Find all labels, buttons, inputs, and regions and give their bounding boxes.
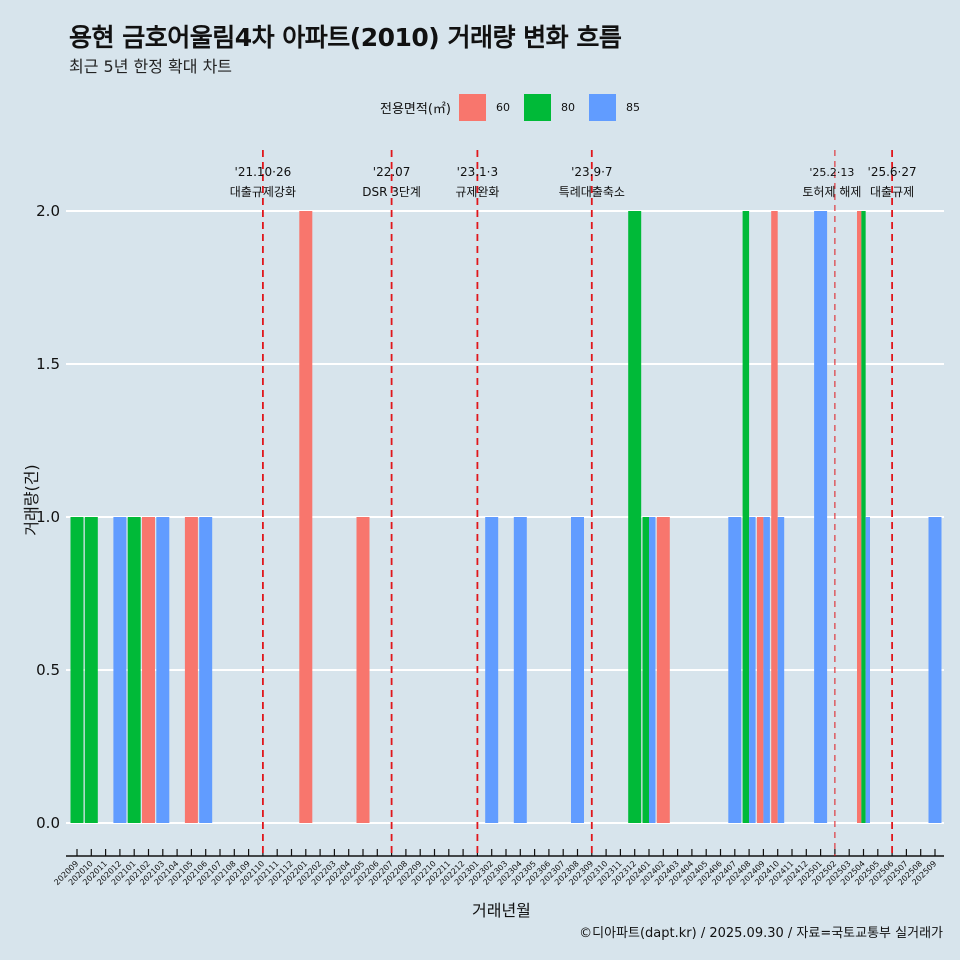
bar-202304-85 <box>513 517 527 823</box>
bar-202312-80 <box>628 211 642 823</box>
event-label: 대출규제 <box>870 185 914 199</box>
legend: 전용면적(㎡) 60 80 85 <box>380 93 654 121</box>
bar-202504-85 <box>865 517 870 823</box>
event-date: '25.2·13 <box>809 166 854 179</box>
bar-202010-80 <box>84 517 98 823</box>
bar-202009-80 <box>70 517 84 823</box>
y-tick-label: 1.5 <box>36 355 60 373</box>
caption: ©디아파트(dapt.kr) / 2025.09.30 / 자료=국토교통부 실… <box>579 926 943 941</box>
legend-key-85 <box>588 93 616 121</box>
event-label: 특례대출축소 <box>559 185 625 199</box>
bar-202408-80 <box>742 211 750 823</box>
chart-subtitle: 최근 5년 한정 확대 차트 <box>69 57 233 76</box>
bar-202509-85 <box>928 517 942 823</box>
bar-202409-85 <box>763 517 770 823</box>
bar-202401-85 <box>649 517 656 823</box>
y-axis-title: 거래량(건) <box>22 464 41 536</box>
y-tick-label: 1.0 <box>36 508 60 526</box>
bar-202101-80 <box>127 517 141 823</box>
bar-202201-60 <box>299 211 313 823</box>
legend-label-60: 60 <box>495 100 510 114</box>
bar-202409-60 <box>756 517 764 823</box>
bar-202106-85 <box>199 517 213 823</box>
event-label: 대출규제강화 <box>230 185 296 199</box>
bar-202402-60 <box>656 517 670 823</box>
legend-key-60 <box>458 93 486 121</box>
bar-202105-60 <box>184 517 198 823</box>
bar-202308-85 <box>571 517 584 823</box>
event-date: '25.6·27 <box>868 165 917 179</box>
bar-202408-85 <box>749 517 756 823</box>
legend-label-80: 80 <box>560 100 575 114</box>
bar-202401-80 <box>642 517 649 823</box>
event-label: 토허제 해제 <box>802 185 861 199</box>
x-axis-title: 거래년월 <box>472 901 531 920</box>
bar-202205-60 <box>356 517 370 823</box>
bar-202410-85 <box>777 517 785 823</box>
event-label: 규제완화 <box>455 185 499 199</box>
bar-202012-85 <box>113 517 127 823</box>
event-date: '23.1·3 <box>457 165 498 179</box>
chart-title: 용현 금호어울림4차 아파트(2010) 거래량 변화 흐름 <box>69 23 622 52</box>
legend-key-80 <box>523 93 551 121</box>
y-tick-label: 0.5 <box>36 661 60 679</box>
event-date: '23.9·7 <box>571 165 612 179</box>
legend-title: 전용면적(㎡) <box>380 101 451 117</box>
legend-label-85: 85 <box>625 100 640 114</box>
y-tick-label: 2.0 <box>36 202 60 220</box>
event-label: DSR 3단계 <box>362 185 421 199</box>
bar-202410-60 <box>771 211 778 823</box>
bar-202501-85 <box>814 211 828 823</box>
bar-202102-60 <box>142 517 155 823</box>
bar-202504-60 <box>857 211 862 823</box>
event-date: '21.10·26 <box>235 165 292 179</box>
bar-202504-80 <box>861 211 866 823</box>
event-date: '22.07 <box>373 165 411 179</box>
bar-202302-85 <box>485 517 499 823</box>
y-tick-label: 0.0 <box>36 814 60 832</box>
bar-202407-85 <box>728 517 742 823</box>
bar-202103-85 <box>156 517 170 823</box>
